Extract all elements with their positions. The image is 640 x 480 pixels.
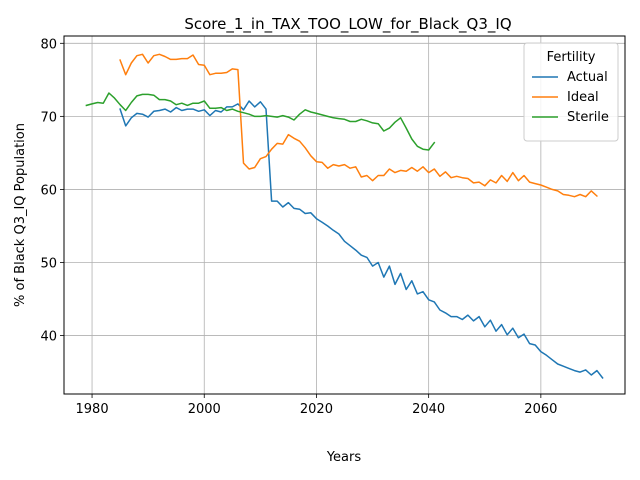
y-tick-label: 60 bbox=[40, 183, 57, 198]
chart-title: Score_1_in_TAX_TOO_LOW_for_Black_Q3_IQ bbox=[184, 15, 511, 34]
legend-title: Fertility bbox=[547, 50, 596, 65]
x-tick-label: 2020 bbox=[300, 402, 333, 417]
y-tick-label: 40 bbox=[40, 330, 57, 345]
legend-label-actual: Actual bbox=[567, 70, 608, 85]
y-tick-label: 80 bbox=[40, 37, 57, 52]
legend: Fertility Actual Ideal Sterile bbox=[524, 43, 618, 141]
x-axis-label: Years bbox=[326, 450, 362, 465]
legend-label-ideal: Ideal bbox=[567, 90, 599, 105]
x-tick-label: 1980 bbox=[76, 402, 109, 417]
x-tick-label: 2060 bbox=[524, 402, 557, 417]
y-tick-label: 70 bbox=[40, 110, 57, 125]
legend-label-sterile: Sterile bbox=[567, 110, 609, 125]
x-tick-label: 2000 bbox=[188, 402, 221, 417]
y-axis-label: % of Black Q3_IQ Population bbox=[13, 123, 28, 307]
y-tick-label: 50 bbox=[40, 256, 57, 271]
x-tick-label: 2040 bbox=[412, 402, 445, 417]
